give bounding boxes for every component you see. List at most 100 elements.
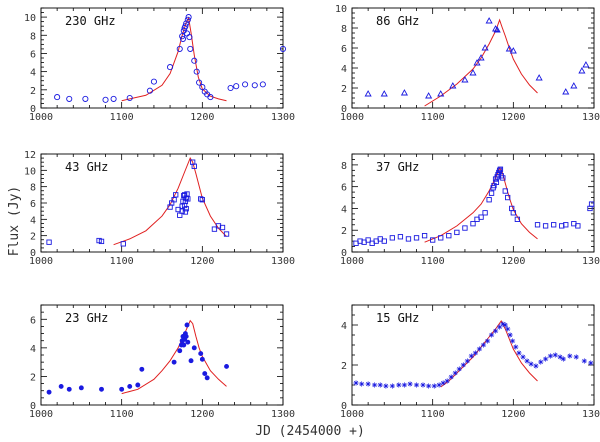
data-point bbox=[186, 34, 193, 41]
data-point bbox=[381, 238, 387, 244]
y-tick-label: 0 bbox=[341, 104, 347, 115]
data-point bbox=[176, 45, 183, 52]
x-tick-label: 1300 bbox=[582, 112, 600, 123]
data-point bbox=[476, 346, 483, 352]
data-point bbox=[481, 44, 489, 51]
data-point bbox=[468, 353, 474, 359]
data-point bbox=[183, 206, 189, 212]
y-tick-label: 10 bbox=[24, 13, 36, 24]
data-point bbox=[191, 57, 198, 64]
data-point bbox=[464, 358, 470, 364]
data-point bbox=[184, 322, 190, 328]
data-point bbox=[581, 358, 587, 364]
data-point bbox=[543, 356, 549, 362]
x-tick-label: 1100 bbox=[421, 112, 445, 123]
data-point bbox=[497, 324, 503, 330]
x-tick-label: 1200 bbox=[190, 256, 214, 267]
data-point bbox=[365, 381, 371, 387]
data-point bbox=[139, 366, 145, 372]
panel-86ghz: 1000 1100 1200 1300 0 2 4 6 8 10 86 GHz bbox=[335, 4, 600, 123]
y-tick-label: 10 bbox=[335, 4, 347, 15]
data-point bbox=[191, 345, 197, 351]
y-tick-label: 4 bbox=[341, 204, 347, 215]
data-point bbox=[207, 94, 214, 101]
x-tick-label: 1200 bbox=[190, 409, 214, 420]
data-point bbox=[500, 175, 506, 181]
data-point bbox=[509, 338, 516, 344]
data-point bbox=[437, 90, 445, 97]
y-tick-label: 2 bbox=[341, 84, 347, 95]
data-point bbox=[183, 20, 190, 27]
x-tick-label: 1200 bbox=[501, 256, 525, 267]
y-tick-label: 0 bbox=[30, 104, 36, 115]
x-tick-label: 1300 bbox=[271, 112, 295, 123]
y-tick-label: 0 bbox=[30, 248, 36, 259]
data-point bbox=[198, 351, 204, 357]
data-point bbox=[420, 382, 426, 388]
data-point bbox=[400, 89, 409, 96]
panel-230ghz: 1000 1100 1200 1300 0 2 4 6 8 10 230 GHz bbox=[24, 7, 295, 123]
data-point bbox=[150, 78, 157, 85]
data-point bbox=[184, 191, 190, 197]
x-tick-label: 1100 bbox=[110, 112, 134, 123]
data-point bbox=[502, 188, 508, 194]
data-point bbox=[177, 348, 183, 354]
data-point bbox=[380, 90, 388, 97]
data-point bbox=[486, 197, 492, 203]
data-point bbox=[557, 354, 563, 360]
data-point bbox=[66, 95, 73, 102]
model-curve bbox=[440, 320, 538, 388]
data-point bbox=[98, 238, 105, 245]
data-point bbox=[460, 362, 466, 368]
panel-15ghz: 1000 1100 1200 1300 0 2 4 15 GHz bbox=[340, 304, 600, 420]
panel-43ghz: 1000 1100 1200 1300 0 2 4 6 8 10 12 43 GHz bbox=[24, 150, 295, 267]
data-point bbox=[493, 26, 501, 33]
data-point bbox=[500, 321, 506, 327]
x-tick-label: 1200 bbox=[190, 112, 214, 123]
data-point bbox=[488, 332, 495, 338]
data-point bbox=[478, 214, 484, 220]
data-point bbox=[507, 332, 513, 338]
data-point bbox=[426, 383, 432, 389]
data-point bbox=[259, 81, 266, 88]
data-point bbox=[563, 222, 569, 228]
data-point bbox=[171, 359, 177, 365]
data-point bbox=[389, 383, 395, 389]
x-tick-label: 1300 bbox=[582, 409, 600, 420]
data-point bbox=[251, 82, 258, 89]
data-point bbox=[485, 17, 493, 24]
data-point bbox=[534, 222, 541, 228]
data-point bbox=[199, 197, 205, 203]
x-tick-label: 1000 bbox=[29, 409, 53, 420]
y-tick-label: 0 bbox=[30, 401, 36, 412]
data-point bbox=[484, 338, 491, 344]
x-tick-label: 1200 bbox=[501, 409, 525, 420]
y-tick-label: 6 bbox=[341, 44, 347, 55]
data-point bbox=[223, 231, 230, 237]
data-point bbox=[509, 47, 517, 54]
y-tick-label: 0 bbox=[341, 401, 347, 412]
data-point bbox=[573, 354, 579, 360]
data-point bbox=[396, 382, 402, 388]
model-curve bbox=[424, 167, 538, 243]
data-point bbox=[570, 82, 578, 89]
y-tick-label: 2 bbox=[30, 372, 36, 383]
data-point bbox=[505, 194, 511, 201]
data-point bbox=[470, 221, 476, 227]
data-point bbox=[110, 95, 117, 102]
panel-title: 86 GHz bbox=[376, 14, 419, 28]
data-point bbox=[182, 209, 189, 215]
data-point bbox=[446, 233, 452, 239]
data-point bbox=[547, 353, 554, 359]
data-point bbox=[401, 382, 408, 388]
data-point bbox=[407, 381, 413, 387]
data-point bbox=[371, 382, 378, 388]
data-point bbox=[514, 216, 521, 222]
data-point bbox=[575, 223, 581, 229]
y-tick-label: 6 bbox=[30, 315, 36, 326]
data-point bbox=[171, 197, 177, 203]
data-point bbox=[397, 234, 404, 240]
y-tick-label: 10 bbox=[24, 166, 36, 177]
data-point bbox=[383, 383, 389, 389]
